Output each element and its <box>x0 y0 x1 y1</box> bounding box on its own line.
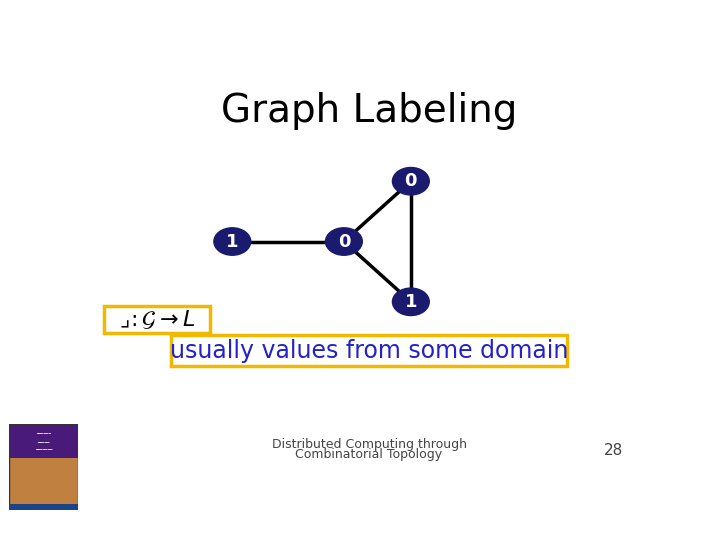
Text: usually values from some domain: usually values from some domain <box>170 339 568 363</box>
Circle shape <box>392 167 429 195</box>
Text: ━━━━━━━: ━━━━━━━ <box>35 448 53 452</box>
FancyBboxPatch shape <box>9 504 78 510</box>
Text: Graph Labeling: Graph Labeling <box>221 92 517 130</box>
Text: 0: 0 <box>338 233 350 251</box>
Text: ━━━━━━: ━━━━━━ <box>36 432 51 436</box>
Circle shape <box>214 228 251 255</box>
Text: Combinatorial Topology: Combinatorial Topology <box>295 448 443 461</box>
Text: 0: 0 <box>405 172 417 190</box>
FancyBboxPatch shape <box>9 458 78 510</box>
Text: ━━━━━: ━━━━━ <box>37 441 50 445</box>
Text: 28: 28 <box>603 443 623 458</box>
Text: $\lrcorner\!: \mathcal{G} \rightarrow L$: $\lrcorner\!: \mathcal{G} \rightarrow L$ <box>119 308 195 331</box>
Text: Distributed Computing through: Distributed Computing through <box>271 438 467 451</box>
FancyBboxPatch shape <box>9 424 78 458</box>
FancyBboxPatch shape <box>171 335 567 366</box>
Text: 1: 1 <box>405 293 417 311</box>
Text: 1: 1 <box>226 233 238 251</box>
Circle shape <box>325 228 362 255</box>
Circle shape <box>392 288 429 315</box>
FancyBboxPatch shape <box>104 306 210 333</box>
